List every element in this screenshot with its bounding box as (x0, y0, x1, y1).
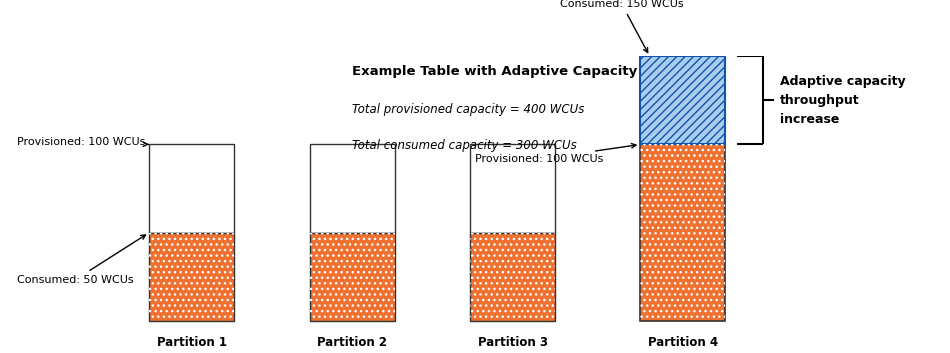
Bar (149, 144, 234, 233)
Bar (310, 233, 394, 321)
Bar (640, 144, 725, 321)
Text: Provisioned: 100 WCUs: Provisioned: 100 WCUs (17, 137, 148, 146)
Bar (470, 233, 556, 321)
Bar (149, 233, 234, 321)
Text: Provisioned: 100 WCUs: Provisioned: 100 WCUs (475, 144, 636, 164)
Bar (640, 144, 725, 321)
Text: Partition 4: Partition 4 (648, 335, 718, 348)
Text: Consumed: 150 WCUs: Consumed: 150 WCUs (560, 0, 684, 53)
Text: Total consumed capacity = 300 WCUs: Total consumed capacity = 300 WCUs (352, 139, 577, 151)
Text: Example Table with Adaptive Capacity: Example Table with Adaptive Capacity (352, 65, 637, 78)
Text: Total provisioned capacity = 400 WCUs: Total provisioned capacity = 400 WCUs (352, 103, 584, 116)
Text: Consumed: 50 WCUs: Consumed: 50 WCUs (17, 235, 145, 285)
Bar (149, 233, 234, 321)
Text: Partition 3: Partition 3 (478, 335, 548, 348)
Text: Partition 1: Partition 1 (157, 335, 227, 348)
Text: Partition 2: Partition 2 (317, 335, 388, 348)
Bar (310, 144, 394, 233)
Bar (640, 56, 725, 144)
Bar (470, 233, 556, 321)
Text: Adaptive capacity
throughput
increase: Adaptive capacity throughput increase (780, 75, 905, 126)
Bar (640, 56, 725, 144)
Bar (470, 144, 556, 233)
Bar (310, 233, 394, 321)
